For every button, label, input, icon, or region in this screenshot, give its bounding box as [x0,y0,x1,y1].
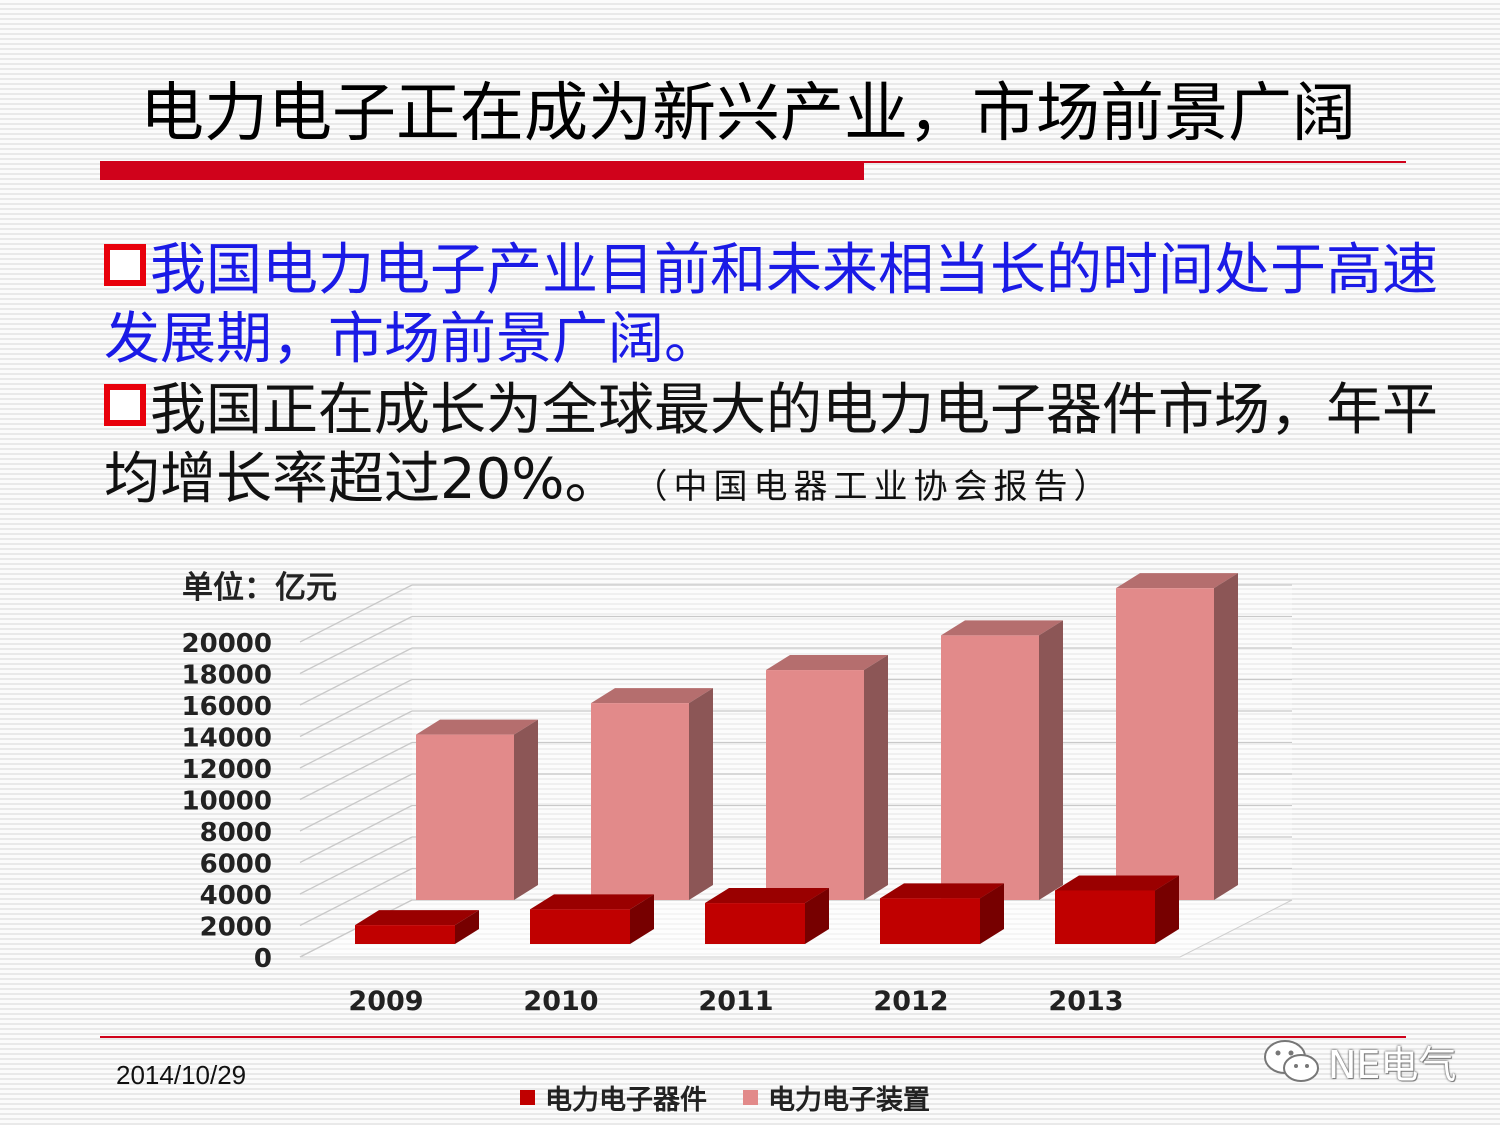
legend-swatch-equipment [743,1090,758,1105]
bar-devices-2013-front [1055,890,1155,944]
bar-equipment-2012-side [1039,620,1063,900]
y-tick-label: 10000 [182,787,272,817]
gridline-diagonal [299,867,413,927]
bar-devices-2011-side [805,888,829,944]
x-tick-label: 2009 [348,986,423,1017]
bar-equipment-2009-top [416,719,538,735]
bar-equipment-2010-front [591,703,689,900]
gridline-diagonal [299,615,413,675]
y-tick-label: 14000 [182,724,272,754]
bar-devices-2010-side [630,894,654,944]
y-tick-label: 18000 [182,661,272,691]
gridline-diagonal [299,647,413,706]
bar-equipment-2012-front [941,635,1039,900]
bar-devices-2010-front [530,909,630,944]
bar-equipment-2013-side [1214,573,1238,900]
bar-equipment-2013-front [1116,588,1214,900]
bar-devices-2011-top [705,888,829,904]
gridline-diagonal [299,584,413,643]
gridline-diagonal [299,710,413,769]
x-tick-label: 2010 [523,986,598,1017]
legend-swatch-devices [520,1090,535,1105]
bar-equipment-2009-side [514,719,538,900]
bar-equipment-2012-top [941,620,1063,636]
gridline-diagonal [299,773,413,832]
gridline-diagonal [299,678,413,738]
bar-equipment-2011-front [766,670,864,900]
legend-item-devices: 电力电子器件 [520,1078,707,1117]
watermark: NE电气 [1262,1034,1456,1089]
legend-label-devices: 电力电子器件 [545,1085,707,1116]
y-tick-label: 8000 [200,818,272,848]
title-rule-thin [100,161,1406,163]
y-tick-label: 6000 [200,850,272,880]
bar-equipment-2013-top [1116,573,1238,589]
bar-equipment-2010-top [591,688,713,704]
y-tick-label: 16000 [182,692,272,722]
chart-legend: 电力电子器件 电力电子装置 [520,1078,966,1117]
gridline-diagonal [299,804,413,864]
bullet-2-source-note: （中国电器工业协会报告） [650,467,1114,507]
footer-rule [100,1036,1406,1038]
y-tick-label: 2000 [200,913,272,943]
chart-unit-label: 单位：亿元 [182,570,337,606]
hollow-square-icon [104,244,146,286]
bar-devices-2012-front [880,898,980,944]
bar-equipment-2011-side [864,655,888,900]
bullet-2: 我国正在成长为全球最大的电力电子器件市场，年平均增长率超过20%。 （中国电器工业… [104,376,1444,522]
bar-devices-2009-side [455,910,479,944]
x-tick-label: 2011 [698,986,773,1017]
bar-devices-2013-side [1155,875,1179,944]
bar-equipment-2009-front [416,734,514,900]
gridline-diagonal [299,741,413,801]
bar-devices-2012-top [880,883,1004,899]
x-tick-label: 2012 [873,986,948,1017]
bullet-2-text: 我国正在成长为全球最大的电力电子器件市场，年平均增长率超过20%。 [104,378,1438,512]
y-tick-label: 4000 [200,881,272,911]
y-tick-label: 0 [254,944,272,974]
bar-devices-2012-side [980,883,1004,944]
bar-devices-2010-top [530,894,654,910]
bar-devices-2009-front [355,925,455,944]
slide-title: 电力电子正在成为新兴产业，市场前景广阔 [140,77,1356,151]
legend-label-equipment: 电力电子装置 [768,1085,930,1116]
bullet-1-text: 我国电力电子产业目前和未来相当长的时间处于高速发展期，市场前景广阔。 [104,238,1438,372]
slide-date: 2014/10/29 [116,1060,247,1090]
x-tick-label: 2013 [1048,986,1123,1017]
hollow-square-icon [104,384,146,426]
legend-item-equipment: 电力电子装置 [743,1078,930,1117]
wechat-icon [1264,1039,1319,1082]
bullet-1: 我国电力电子产业目前和未来相当长的时间处于高速发展期，市场前景广阔。 [104,236,1444,374]
title-rule-thick [100,163,864,180]
watermark-text: NE电气 [1328,1043,1457,1087]
y-tick-label: 20000 [182,629,272,659]
bar-equipment-2011-top [766,655,888,671]
bar-devices-2009-top [355,910,479,926]
y-tick-label: 12000 [182,755,272,785]
bar-devices-2013-top [1055,875,1179,891]
bar-equipment-2010-side [689,688,713,900]
bar-devices-2011-front [705,903,805,944]
gridline-diagonal [299,836,413,895]
